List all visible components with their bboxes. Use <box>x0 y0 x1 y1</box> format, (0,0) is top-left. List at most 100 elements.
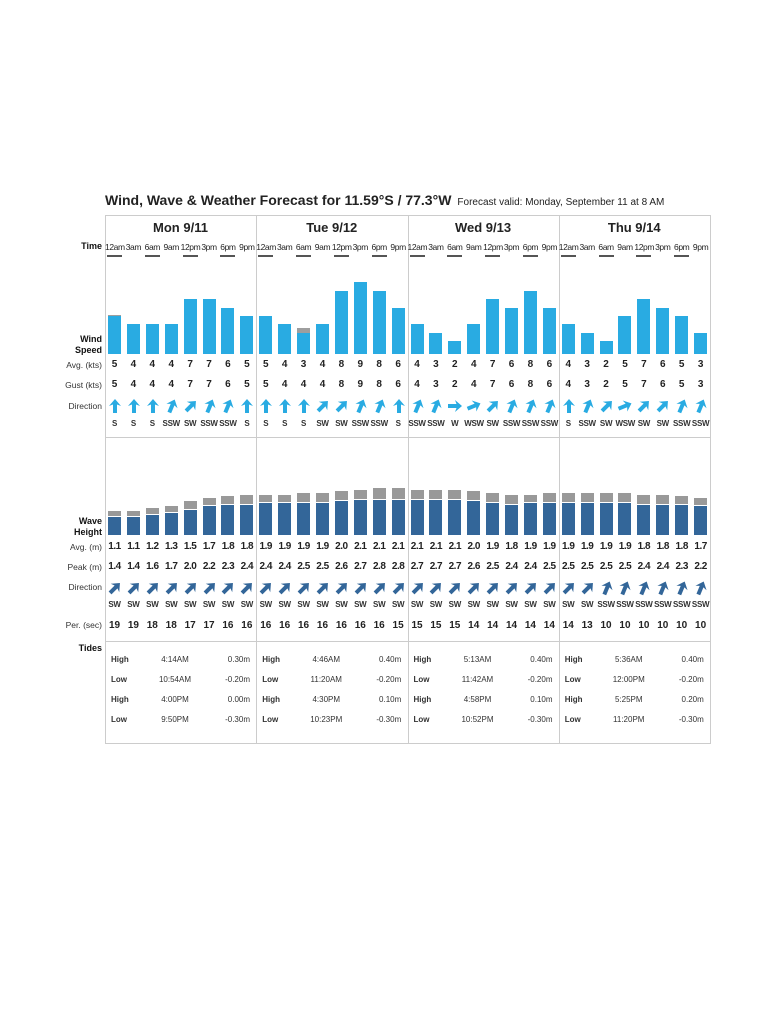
time-label: 6am <box>295 242 312 252</box>
day-header: Mon 9/11 <box>153 220 208 235</box>
wave-peak: 2.4 <box>656 561 670 572</box>
wind-avg: 4 <box>319 359 326 370</box>
wind-direction-arrow-icon <box>676 399 688 414</box>
tide-type: High <box>262 695 281 704</box>
wave-period: 14 <box>468 620 480 631</box>
wave-peak: 2.5 <box>543 561 556 572</box>
wind-direction: SSW <box>370 419 389 428</box>
wind-direction: S <box>111 419 118 428</box>
time-label: 3pm <box>655 242 671 252</box>
wave-avg: 1.1 <box>127 541 140 552</box>
wave-avg-bar <box>391 499 405 535</box>
wave-period: 15 <box>392 620 404 631</box>
wave-avg-bar <box>278 503 292 535</box>
wave-avg: 1.8 <box>675 541 688 552</box>
time-label: 3am <box>276 242 293 252</box>
wave-avg-bar <box>580 503 594 535</box>
wind-direction-arrow-icon <box>355 399 367 414</box>
wind-gust: 4 <box>300 379 307 390</box>
wind-direction: SSW <box>200 419 218 428</box>
wave-period: 15 <box>411 620 423 631</box>
wave-avg: 1.9 <box>599 541 613 552</box>
wave-peak-bar <box>183 501 197 509</box>
wind-avg: 5 <box>622 359 628 370</box>
wave-direction: SW <box>183 600 197 609</box>
wave-period: 14 <box>562 620 574 631</box>
time-label: 12am <box>105 242 125 252</box>
wave-direction: SW <box>429 600 443 609</box>
wind-direction: S <box>301 419 307 428</box>
wave-avg-bar <box>353 499 367 535</box>
wave-period: 16 <box>354 620 366 631</box>
wind-direction-arrow-icon <box>166 399 178 414</box>
time-label: 6pm <box>220 242 236 252</box>
wind-gust: 9 <box>357 379 364 390</box>
tide-type: Low <box>564 675 581 684</box>
wind-direction: W <box>451 419 459 428</box>
wind-avg: 4 <box>149 359 156 370</box>
time-label: 6pm <box>371 242 388 252</box>
time-label: 6am <box>598 242 614 252</box>
wave-peak: 2.6 <box>335 561 348 572</box>
wave-peak-bar <box>164 506 178 513</box>
wave-peak-bar <box>391 487 405 499</box>
page-title: Wind, Wave & Weather Forecast for 11.59°… <box>105 192 664 208</box>
wind-avg-bar <box>448 341 462 354</box>
wave-avg: 2.1 <box>372 541 386 552</box>
wind-direction-arrow-icon <box>486 401 499 413</box>
wind-gust: 3 <box>433 379 439 390</box>
wind-avg: 3 <box>584 359 590 370</box>
time-label: 3am <box>428 242 444 252</box>
wave-avg: 2.1 <box>354 541 367 552</box>
wave-period: 16 <box>260 620 272 631</box>
tide-height: 0.20m <box>681 695 704 704</box>
wave-avg: 1.5 <box>183 541 197 552</box>
wave-direction-arrow-icon <box>278 583 291 595</box>
time-label: 9pm <box>390 242 406 252</box>
wind-direction-arrow-icon <box>127 399 140 413</box>
wave-peak: 2.2 <box>202 561 216 572</box>
wind-direction-arrow-icon <box>184 401 196 413</box>
wave-peak: 2.4 <box>505 561 518 572</box>
wave-direction: SW <box>146 600 159 609</box>
wave-direction-arrow-icon <box>676 581 688 596</box>
day-header: Tue 9/12 <box>306 220 358 235</box>
tide-time: 12:00PM <box>612 675 645 684</box>
wind-avg-bar <box>694 332 708 354</box>
wave-avg-bar <box>448 499 462 535</box>
wave-peak: 2.0 <box>183 561 197 572</box>
wind-avg: 6 <box>660 359 666 370</box>
wind-avg: 8 <box>338 359 345 370</box>
wind-direction-arrow-icon <box>695 399 707 414</box>
wave-avg: 1.9 <box>618 541 632 552</box>
wind-gust: 3 <box>584 379 590 390</box>
wave-peak-bar <box>694 498 708 506</box>
wind-direction: SSW <box>578 419 596 428</box>
tide-height: 0.10m <box>530 695 553 704</box>
time-label: 9am <box>466 242 482 252</box>
wind-direction: SW <box>486 419 499 428</box>
tide-height: -0.30m <box>527 715 553 724</box>
wave-period: 14 <box>505 620 518 631</box>
tide-time: 4:14AM <box>161 655 189 664</box>
wave-peak-bar <box>297 493 311 503</box>
wave-avg-bar <box>429 499 443 535</box>
tide-height: -0.30m <box>376 715 402 724</box>
wave-avg-bar <box>505 504 519 535</box>
tide-height: 0.10m <box>379 695 402 704</box>
wave-avg-bar <box>240 504 254 535</box>
wind-gust: 4 <box>168 379 174 390</box>
wave-direction: SW <box>297 600 310 609</box>
tide-type: Low <box>262 675 279 684</box>
wave-avg: 1.9 <box>543 541 556 552</box>
wind-direction: SSW <box>673 419 691 428</box>
wave-peak-bar <box>599 493 613 503</box>
wind-avg: 6 <box>546 359 553 370</box>
wave-direction-arrow-icon <box>259 583 272 595</box>
wind-gust: 4 <box>130 379 137 390</box>
wind-avg-bar <box>202 299 216 354</box>
wave-direction-arrow-icon <box>373 583 385 595</box>
tide-height: -0.20m <box>527 675 553 684</box>
wave-peak-bar <box>145 508 159 514</box>
time-tick <box>522 255 538 257</box>
